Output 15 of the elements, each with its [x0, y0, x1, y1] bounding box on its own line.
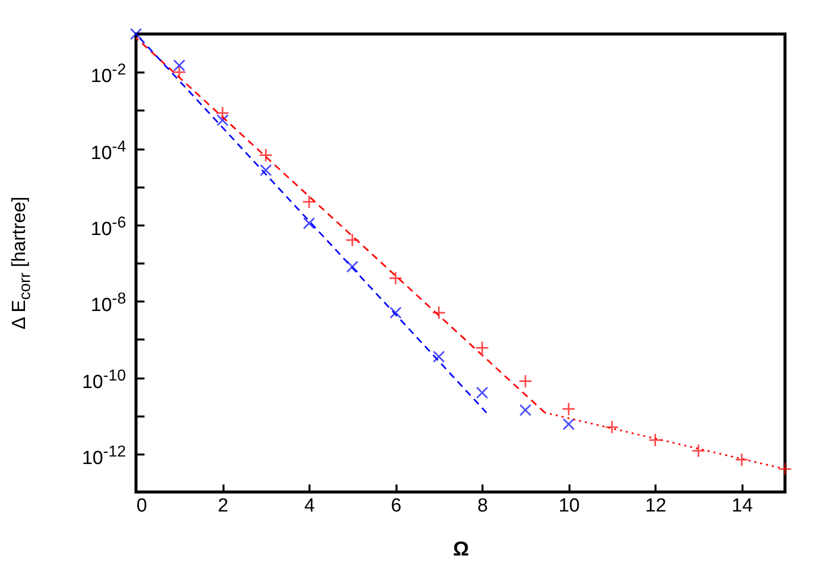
x-tick-label: 2 — [218, 496, 228, 516]
x-tick-label: 6 — [390, 496, 402, 516]
x-axis-title: Ω — [452, 538, 470, 560]
y-tick-label: 10$^{-10}$ — [82, 366, 126, 394]
y-tick-label: 10$^{-6}$ — [90, 214, 126, 241]
x-tick-label: 0 — [136, 496, 148, 516]
x-tick-label: 4 — [304, 496, 316, 516]
x-tick-label: 8 — [477, 496, 488, 516]
y-tick-label: 10$^{-8}$ — [90, 290, 126, 317]
x-tick-label: 10 — [558, 496, 580, 516]
y-tick-label: 10$^{-4}$ — [90, 138, 126, 164]
x-tick-label: 14 — [732, 496, 754, 516]
y-tick-label: 10$^{-12}$ — [82, 443, 126, 470]
y-tick-label: 10$^{-2}$ — [90, 62, 126, 88]
x-tick-label: 12 — [645, 496, 666, 516]
